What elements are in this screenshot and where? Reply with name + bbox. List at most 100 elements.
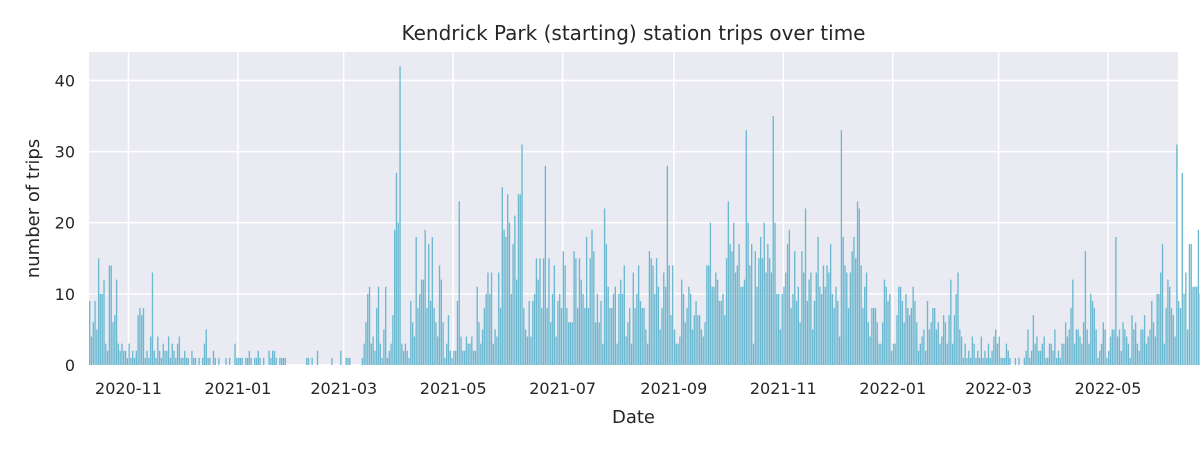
bar — [1081, 343, 1083, 365]
bar — [1070, 308, 1072, 365]
bar — [977, 350, 979, 365]
bar — [851, 251, 853, 365]
bar — [867, 322, 869, 365]
bar — [413, 336, 416, 365]
bar — [92, 322, 94, 365]
bar — [212, 350, 215, 365]
x-tick-label: 2022-03 — [965, 379, 1032, 398]
bar — [550, 322, 552, 365]
bar — [340, 350, 342, 365]
bar — [521, 144, 523, 365]
bar — [411, 322, 414, 365]
bar — [259, 357, 261, 365]
bar — [831, 293, 834, 365]
bar — [1106, 357, 1108, 365]
bar — [1097, 357, 1099, 365]
bar — [367, 293, 369, 365]
bar — [560, 308, 563, 365]
bar — [989, 357, 991, 365]
bar — [930, 322, 932, 365]
bar — [899, 286, 902, 365]
bar — [1077, 329, 1079, 365]
bar — [792, 293, 794, 365]
bar — [1045, 357, 1047, 365]
bar — [887, 300, 889, 365]
bar — [1117, 336, 1119, 365]
x-tick-label: 2021-09 — [640, 379, 707, 398]
bar — [237, 357, 240, 365]
bar — [379, 343, 381, 365]
bar — [1063, 343, 1065, 365]
bar — [376, 308, 378, 365]
bar — [241, 357, 243, 365]
bar — [995, 329, 997, 365]
x-axis-ticks: 2020-11 2021-01 2021-03 2021-05 2021-07 2021-… — [95, 379, 1141, 398]
bar — [280, 357, 283, 365]
bar — [1108, 350, 1110, 365]
bar — [842, 236, 844, 365]
bar — [273, 350, 276, 365]
bar — [903, 322, 905, 365]
bar — [1181, 172, 1183, 365]
bar — [331, 357, 333, 365]
bar — [393, 229, 396, 365]
bar — [1068, 329, 1070, 365]
x-tick-label: 2020-11 — [95, 379, 162, 398]
bar — [751, 244, 753, 365]
bar — [600, 300, 602, 365]
bar — [673, 329, 676, 365]
bar — [564, 265, 566, 365]
bar — [155, 357, 157, 365]
bar — [112, 322, 114, 365]
bar — [828, 272, 830, 365]
bar — [446, 343, 448, 365]
bar — [568, 322, 570, 365]
bar — [532, 300, 534, 365]
bar — [90, 336, 93, 365]
bar — [1152, 322, 1155, 365]
bar — [528, 300, 530, 365]
bar — [559, 293, 561, 365]
bar — [679, 336, 681, 365]
bar — [499, 308, 502, 365]
bar — [551, 293, 554, 365]
bar — [1048, 343, 1051, 365]
bar — [646, 343, 649, 365]
bar — [234, 343, 236, 365]
bar — [514, 215, 516, 365]
bar — [372, 336, 374, 365]
bar — [508, 222, 511, 365]
bar — [158, 350, 161, 365]
bar — [390, 343, 392, 365]
bar — [1140, 329, 1142, 365]
bar — [991, 350, 993, 365]
bar — [781, 293, 783, 365]
bar — [271, 350, 274, 365]
bar — [433, 308, 435, 365]
bar — [846, 272, 848, 365]
bar — [99, 293, 102, 365]
bars — [89, 66, 1200, 366]
bar — [1018, 357, 1020, 365]
bar — [171, 343, 173, 365]
bar — [960, 336, 963, 365]
bar — [198, 357, 200, 365]
bar — [950, 279, 952, 365]
bar — [228, 357, 231, 365]
bar — [645, 329, 647, 365]
bar — [743, 279, 746, 365]
bar — [483, 308, 486, 365]
bar — [429, 300, 432, 365]
bar — [955, 293, 957, 365]
bar — [510, 293, 512, 365]
bar — [187, 357, 190, 365]
bar — [121, 343, 123, 365]
bar — [1127, 343, 1130, 365]
bar — [776, 293, 778, 365]
bar — [1195, 286, 1198, 365]
bar — [860, 265, 862, 365]
x-tick-label: 2021-01 — [204, 379, 271, 398]
bar — [808, 279, 810, 365]
bar — [987, 343, 990, 365]
bar — [169, 357, 172, 365]
